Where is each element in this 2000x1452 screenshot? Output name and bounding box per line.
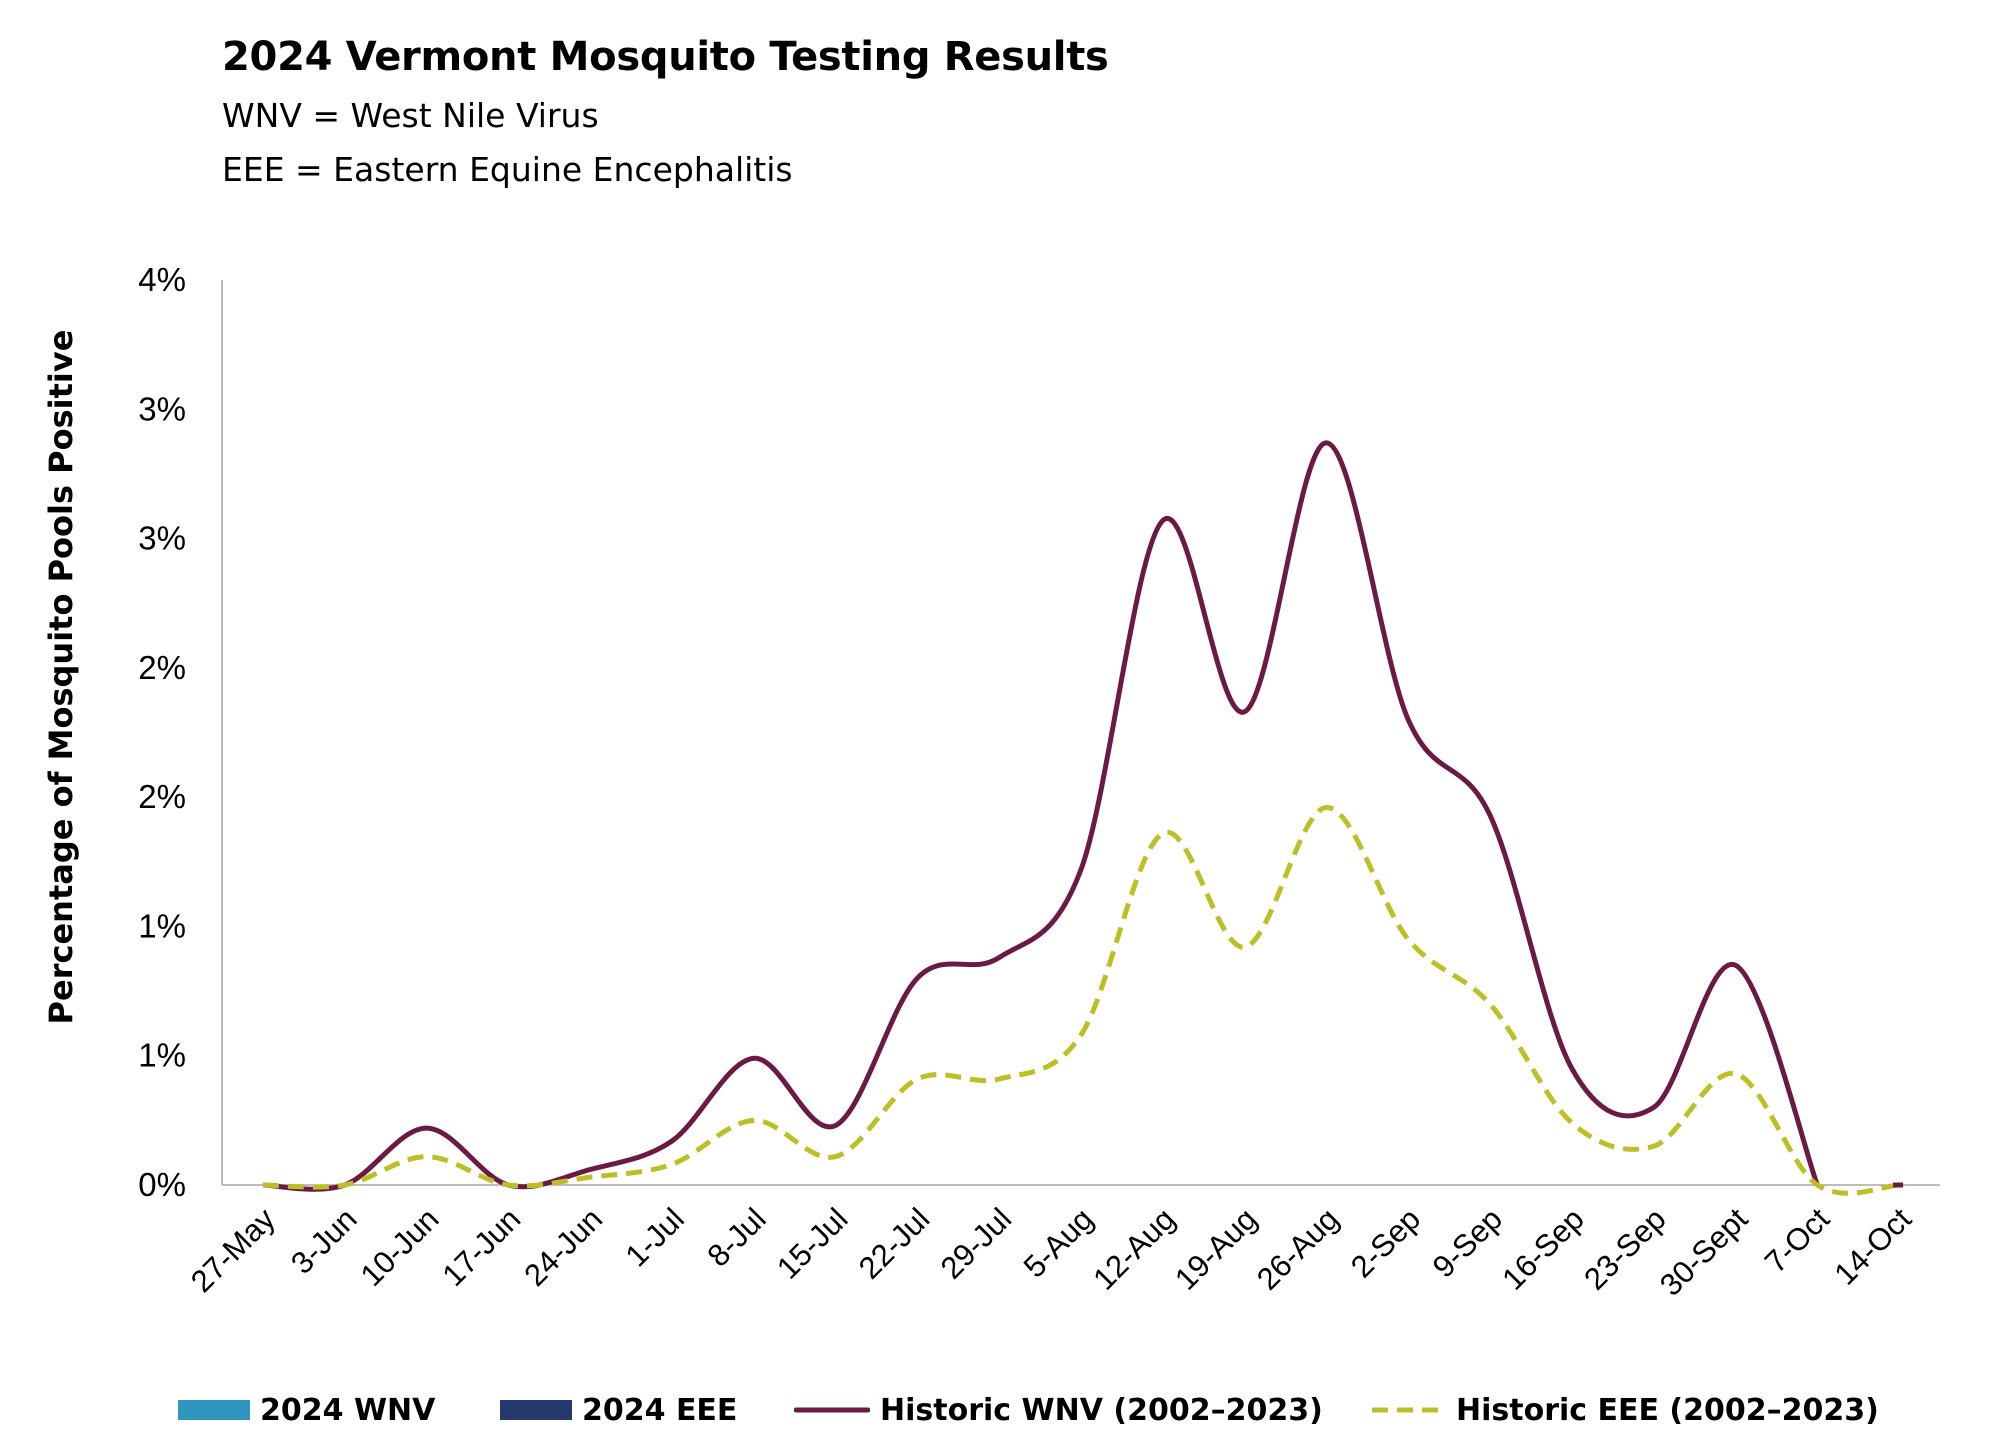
x-tick-label: 15-Jul — [770, 1201, 854, 1285]
legend-swatch-bar-icon — [500, 1400, 572, 1420]
y-tick-label: 2% — [138, 649, 186, 686]
y-tick-label: 1% — [138, 1037, 186, 1074]
x-tick-label: 19-Aug — [1168, 1201, 1263, 1296]
legend-swatch-line-icon — [794, 1407, 870, 1413]
x-tick-label: 2-Sep — [1344, 1201, 1427, 1284]
y-tick-label: 0% — [138, 1166, 186, 1203]
line-series-historic-eee-2002-2023 — [262, 804, 1900, 1196]
x-tick-label: 24-Jun — [517, 1201, 609, 1293]
legend-item-historic-wnv: Historic WNV (2002–2023) — [794, 1385, 1323, 1435]
chart-legend: 2024 WNV 2024 EEE Historic WNV (2002–202… — [0, 1385, 2000, 1435]
x-tick-label: 10-Jun — [354, 1201, 446, 1293]
legend-label: Historic WNV (2002–2023) — [880, 1392, 1323, 1428]
chart-title: 2024 Vermont Mosquito Testing Results — [222, 34, 1109, 80]
legend-swatch-bar-icon — [178, 1400, 250, 1420]
legend-label: 2024 EEE — [582, 1392, 738, 1428]
x-tick-label: 8-Jul — [700, 1201, 772, 1273]
y-axis-label: Percentage of Mosquito Pools Positive — [42, 330, 80, 1025]
x-tick-label: 29-Jul — [934, 1201, 1018, 1285]
x-tick-label: 17-Jun — [436, 1201, 528, 1293]
legend-item-historic-eee: Historic EEE (2002–2023) — [1370, 1385, 1879, 1435]
x-tick-label: 7-Oct — [1758, 1201, 1837, 1280]
series-line — [262, 440, 1820, 1192]
y-axis-ticks: 0% 1% 1% 2% 2% 3% 3% 4% — [138, 261, 186, 1203]
x-tick-label: 16-Sep — [1495, 1201, 1590, 1296]
series-line — [262, 804, 1900, 1196]
x-tick-label: 14-Oct — [1828, 1201, 1919, 1292]
chart-subtitle-eee: EEE = Eastern Equine Encephalitis — [222, 150, 793, 189]
y-tick-label: 3% — [138, 390, 186, 427]
x-tick-label: 26-Aug — [1250, 1201, 1345, 1296]
y-tick-label: 2% — [138, 778, 186, 815]
chart-subtitle-wnv: WNV = West Nile Virus — [222, 96, 599, 135]
legend-item-2024-eee: 2024 EEE — [500, 1385, 737, 1435]
y-tick-label: 4% — [138, 261, 186, 298]
legend-label: Historic EEE (2002–2023) — [1456, 1392, 1879, 1428]
x-tick-label: 30-Sept — [1653, 1201, 1755, 1303]
y-tick-label: 1% — [138, 907, 186, 944]
line-series-historic-wnv-2002-2023 — [262, 440, 1820, 1192]
x-tick-label: 1-Jul — [619, 1201, 691, 1273]
legend-swatch-dashed-line-icon — [1372, 1407, 1444, 1413]
legend-item-2024-wnv: 2024 WNV — [178, 1385, 435, 1435]
chart-axes — [221, 280, 1940, 1186]
series-layer — [262, 440, 1904, 1196]
legend-label: 2024 WNV — [260, 1392, 436, 1428]
x-tick-label: 27-May — [184, 1201, 282, 1299]
y-tick-label: 3% — [138, 520, 186, 557]
x-tick-label: 12-Aug — [1086, 1201, 1181, 1296]
x-tick-label: 22-Jul — [852, 1201, 936, 1285]
x-tick-label: 3-Jun — [284, 1201, 364, 1281]
